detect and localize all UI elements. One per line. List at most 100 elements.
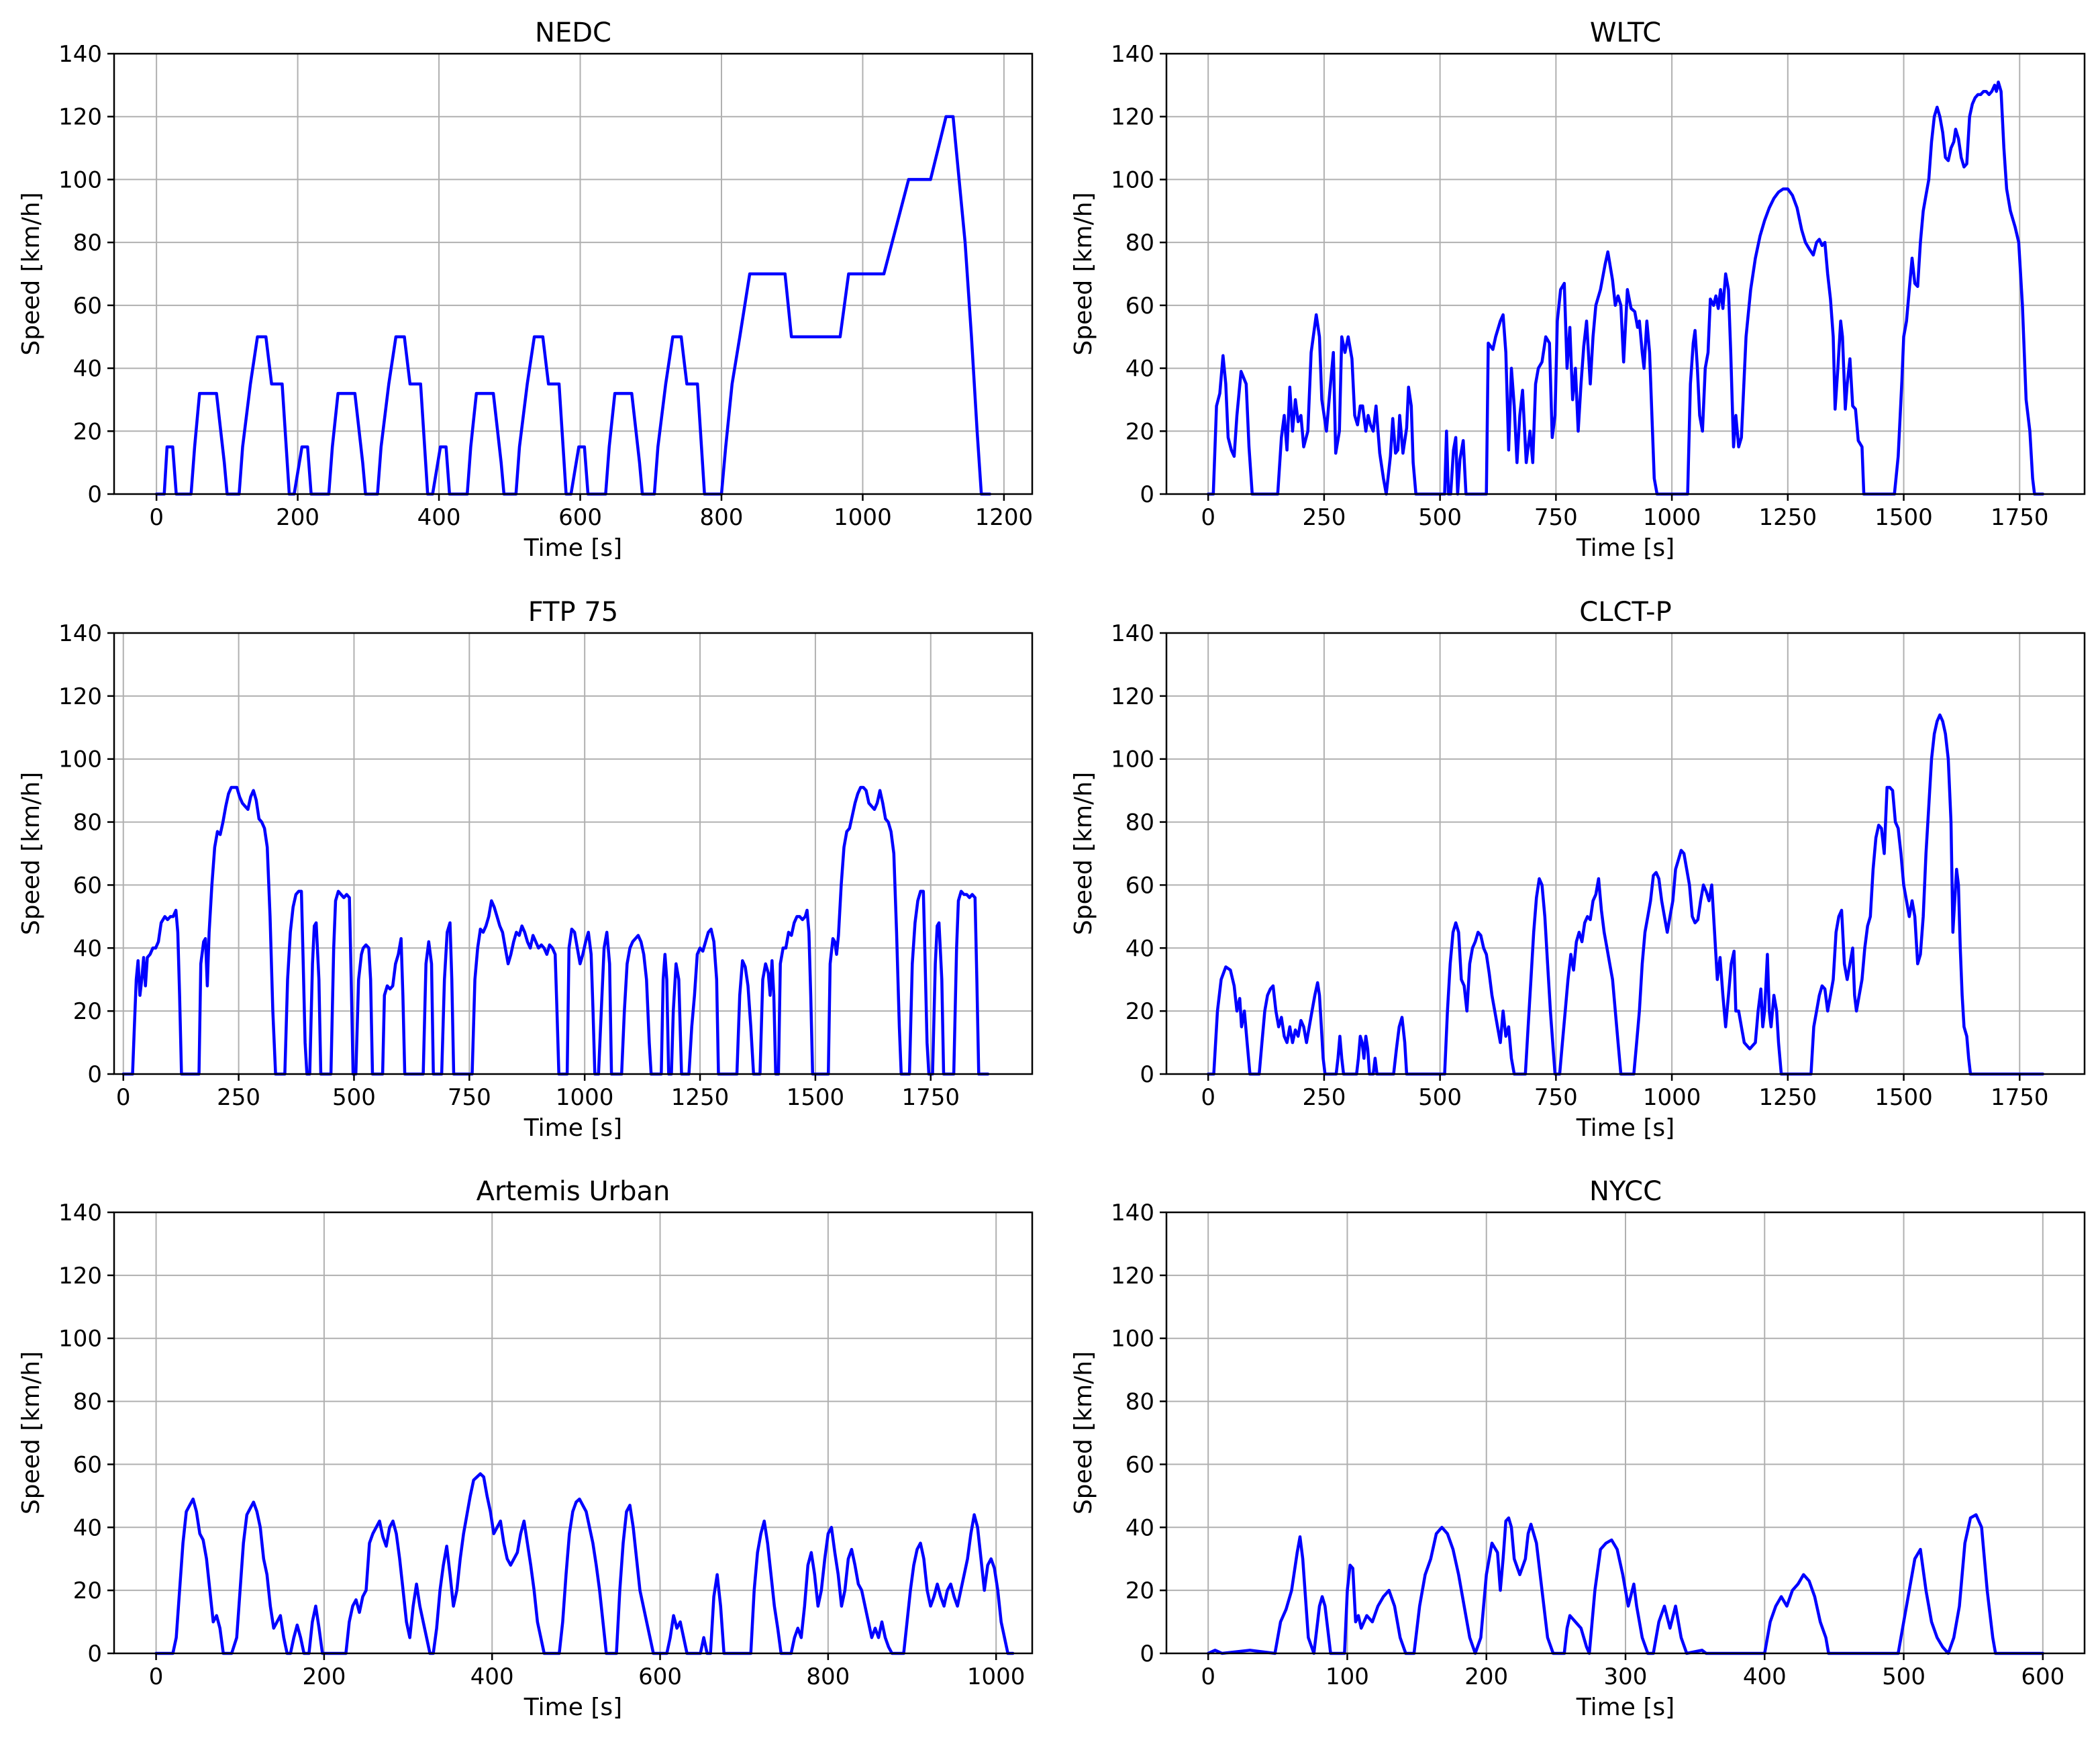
y-tick-label: 0	[1140, 481, 1154, 508]
y-tick-label: 60	[73, 293, 102, 320]
y-tick-label: 80	[1126, 810, 1154, 836]
chart-title: NEDC	[535, 17, 611, 48]
x-tick-label: 100	[1326, 1663, 1369, 1690]
y-tick-label: 60	[1126, 1451, 1154, 1478]
chart-title: CLCT-P	[1579, 597, 1671, 628]
x-tick-label: 1750	[1991, 1084, 2049, 1111]
y-tick-label: 0	[87, 1641, 102, 1667]
subplot-6: 0 100 200 300 400 500 600 0 20 40 60 80 100 120 140 NYC…	[1070, 1176, 2086, 1721]
x-tick-label: 1500	[1874, 1084, 1933, 1111]
y-tick-label: 140	[1111, 41, 1154, 68]
x-tick-label: 600	[2021, 1663, 2064, 1690]
y-tick-label: 100	[58, 166, 102, 193]
subplot-2: 0 250 500 750 1000 1250 1500 1750 0 20 40 60 80 100 12…	[1070, 17, 2086, 562]
x-tick-label: 1250	[1759, 504, 1817, 531]
y-tick-label: 20	[1126, 998, 1154, 1025]
x-tick-label: 1000	[967, 1663, 1026, 1690]
y-tick-label: 100	[1111, 166, 1154, 193]
x-tick-label: 800	[806, 1663, 850, 1690]
x-tick-label: 1000	[834, 504, 892, 531]
y-tick-label: 80	[73, 230, 102, 256]
x-tick-label: 200	[1464, 1663, 1508, 1690]
y-tick-label: 40	[73, 356, 102, 383]
x-tick-label: 250	[217, 1084, 260, 1111]
y-tick-label: 0	[1140, 1061, 1154, 1088]
series-line	[121, 785, 990, 1076]
x-tick-label: 500	[1882, 1663, 1926, 1690]
y-tick-label: 0	[87, 481, 102, 508]
plot-frame	[1165, 52, 2086, 495]
y-tick-label: 120	[58, 1263, 102, 1290]
y-tick-label: 0	[87, 1061, 102, 1088]
y-tick-label: 20	[73, 1578, 102, 1604]
y-axis-label: Speed [km/h]	[17, 1351, 45, 1514]
y-tick-label: 60	[73, 1451, 102, 1478]
x-tick-label: 1000	[1643, 1084, 1701, 1111]
x-tick-label: 200	[276, 504, 319, 531]
x-axis-label: Time [s]	[523, 1114, 622, 1142]
series-line	[154, 1472, 1015, 1655]
chart-title: Artemis Urban	[477, 1176, 670, 1207]
y-tick-label: 140	[58, 1200, 102, 1226]
y-tick-label: 40	[73, 935, 102, 962]
x-axis-label: Time [s]	[523, 534, 622, 562]
y-axis-label: Speed [km/h]	[17, 192, 45, 355]
x-tick-label: 0	[1201, 504, 1215, 531]
series-line	[1206, 1513, 2045, 1655]
y-tick-label: 20	[73, 998, 102, 1025]
x-tick-label: 750	[448, 1084, 491, 1111]
x-tick-label: 250	[1302, 1084, 1346, 1111]
chart-title: FTP 75	[528, 597, 618, 628]
y-tick-label: 60	[73, 872, 102, 899]
y-tick-label: 100	[58, 746, 102, 773]
x-tick-label: 400	[470, 1663, 514, 1690]
x-tick-label: 200	[302, 1663, 346, 1690]
x-tick-label: 0	[149, 504, 164, 531]
y-tick-label: 20	[1126, 418, 1154, 445]
x-axis-label: Time [s]	[1576, 1694, 1674, 1721]
y-tick-label: 140	[58, 41, 102, 68]
x-tick-label: 1200	[975, 504, 1034, 531]
y-tick-label: 20	[1126, 1578, 1154, 1604]
x-tick-label: 0	[1201, 1663, 1215, 1690]
x-axis-label: Time [s]	[1576, 1114, 1674, 1142]
y-tick-label: 120	[58, 683, 102, 710]
y-tick-label: 40	[1126, 1514, 1154, 1541]
x-tick-label: 600	[638, 1663, 682, 1690]
x-tick-label: 750	[1534, 504, 1578, 531]
y-tick-label: 120	[58, 104, 102, 131]
y-axis-label: Speed [km/h]	[1070, 1351, 1097, 1514]
x-tick-label: 400	[1743, 1663, 1787, 1690]
series-line	[154, 115, 992, 496]
y-tick-label: 80	[1126, 230, 1154, 256]
x-tick-label: 400	[417, 504, 461, 531]
x-axis-label: Time [s]	[1576, 534, 1674, 562]
x-tick-label: 1250	[1759, 1084, 1817, 1111]
y-tick-label: 80	[73, 810, 102, 836]
x-tick-label: 500	[1418, 504, 1462, 531]
y-tick-label: 120	[1111, 683, 1154, 710]
x-tick-label: 1000	[1643, 504, 1701, 531]
plot-frame	[113, 1211, 1034, 1655]
subplot-1: 0 200 400 600 800 1000 1200 0 20 40 60 80 100 120 140 N…	[17, 17, 1034, 562]
y-tick-label: 0	[1140, 1641, 1154, 1667]
y-tick-label: 80	[1126, 1389, 1154, 1416]
subplot-5: 0 200 400 600 800 1000 0 20 40 60 80 100 120 140 Artem…	[17, 1176, 1034, 1721]
subplot-3: 0 250 500 750 1000 1250 1500 1750 0 20 40 60 80 100 12…	[17, 597, 1034, 1142]
y-tick-label: 120	[1111, 104, 1154, 131]
x-tick-label: 300	[1604, 1663, 1648, 1690]
y-tick-label: 20	[73, 418, 102, 445]
y-tick-label: 100	[58, 1326, 102, 1353]
y-axis-label: Speed [km/h]	[1070, 772, 1097, 935]
x-tick-label: 0	[116, 1084, 131, 1111]
y-tick-label: 100	[1111, 746, 1154, 773]
x-tick-label: 1000	[556, 1084, 614, 1111]
chart-title: WLTC	[1590, 17, 1661, 48]
x-tick-label: 600	[558, 504, 602, 531]
y-tick-label: 120	[1111, 1263, 1154, 1290]
x-tick-label: 1500	[787, 1084, 845, 1111]
plot-frame	[113, 52, 1034, 495]
x-axis-label: Time [s]	[523, 1694, 622, 1721]
y-tick-label: 60	[1126, 293, 1154, 320]
